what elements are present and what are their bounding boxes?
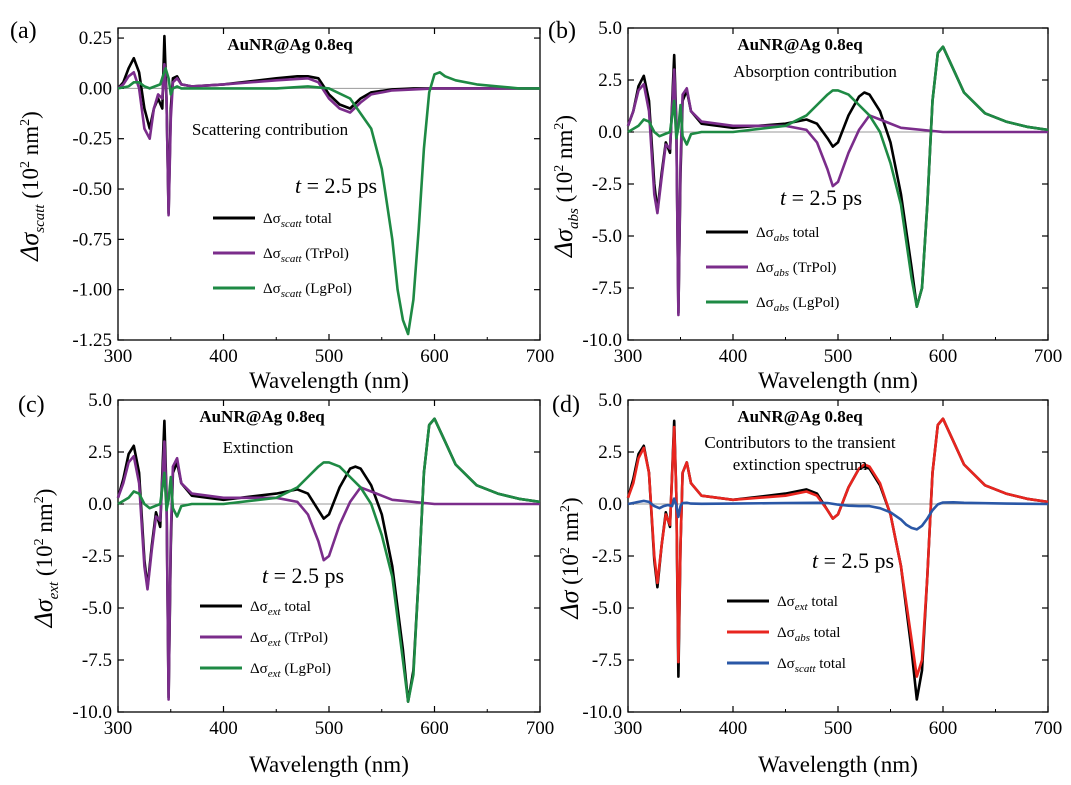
time-label: t = 2.5 ps [780, 185, 862, 210]
series-line-2 [626, 68, 1048, 317]
legend-entry: Δσscatt (LgPol) [263, 281, 352, 300]
y-tick-label: -5.0 [592, 226, 622, 247]
chart-title: AuNR@Ag 0.8eq [737, 35, 863, 54]
y-tick-label: -2.5 [592, 546, 622, 567]
y-axis-label: Δσext (102 nm2) [29, 489, 62, 629]
y-tick-label: 5.0 [598, 18, 622, 39]
x-tick-label: 500 [315, 346, 344, 367]
annotation-text: extinction spectrum [733, 455, 868, 474]
y-axis-label: Δσ (102 nm2) [555, 497, 584, 619]
annotation-text: Scattering contribution [192, 120, 349, 139]
y-tick-label: -5.0 [592, 598, 622, 619]
y-tick-label: -5.0 [82, 598, 112, 619]
y-tick-label: 0.0 [598, 122, 622, 143]
y-tick-label: -0.50 [72, 179, 112, 200]
y-tick-label: 0.25 [79, 28, 112, 49]
chart-title: AuNR@Ag 0.8eq [227, 35, 353, 54]
panel-c: 300 400 500 600 700 5.0 2.5 0.0 -2.5 -5.0 -7.5 -10.… [18, 390, 554, 777]
y-tick-label: 0.00 [79, 78, 112, 99]
x-axis-label: Wavelength (nm) [249, 368, 409, 393]
series-line-3 [627, 45, 1049, 309]
legend-entry: Δσscatt (TrPol) [263, 246, 349, 265]
legend-entry: Δσext (TrPol) [250, 630, 328, 649]
panel-b: 300 400 500 600 700 5.0 2.5 0.0 -2.5 -5.0 -7.5 -10.… [548, 18, 1062, 393]
panel-label: (d) [552, 392, 580, 418]
chart-title: AuNR@Ag 0.8eq [199, 407, 325, 426]
y-tick-label: -1.25 [72, 330, 112, 351]
x-tick-label: 700 [1034, 346, 1063, 367]
y-tick-label: 5.0 [598, 390, 622, 411]
x-tick-label: 700 [526, 718, 555, 739]
y-tick-label: 2.5 [598, 442, 622, 463]
y-tick-label: 0.0 [598, 494, 622, 515]
x-tick-label: 700 [1034, 718, 1063, 739]
y-tick-label: -10.0 [582, 330, 622, 351]
y-axis-label: Δσscatt (102 nm2) [15, 111, 48, 262]
y-tick-label: 0.0 [88, 494, 112, 515]
legend-entry: Δσabs total [756, 225, 819, 244]
x-tick-label: 500 [824, 346, 853, 367]
x-tick-label: 600 [420, 346, 449, 367]
x-axis-label: Wavelength (nm) [758, 752, 918, 777]
x-tick-label: 300 [104, 346, 133, 367]
x-tick-label: 500 [315, 718, 344, 739]
series-line-3 [117, 417, 541, 703]
y-tick-label: 5.0 [88, 390, 112, 411]
series-line-3 [117, 67, 540, 336]
x-tick-label: 500 [824, 718, 853, 739]
y-tick-label: -10.0 [72, 702, 112, 723]
x-tick-label: 300 [614, 346, 643, 367]
annotation-text: Contributors to the transient [704, 433, 896, 452]
x-tick-label: 400 [209, 718, 238, 739]
x-tick-label: 700 [526, 346, 555, 367]
x-tick-label: 600 [420, 718, 449, 739]
y-tick-label: -7.5 [592, 650, 622, 671]
series-line-2 [116, 440, 540, 701]
series-line-2 [626, 417, 1049, 678]
y-tick-label: 2.5 [88, 442, 112, 463]
series-line-3 [627, 497, 1049, 531]
legend-entry: Δσext (LgPol) [250, 661, 331, 680]
x-tick-label: 600 [929, 718, 958, 739]
panel-label: (a) [10, 18, 37, 44]
y-tick-label: -10.0 [582, 702, 622, 723]
x-tick-label: 400 [209, 346, 238, 367]
annotation-text: Absorption contribution [733, 62, 897, 81]
legend-entry: Δσext total [250, 599, 311, 618]
y-axis-label: Δσabs (102 nm2) [549, 115, 582, 258]
x-tick-label: 300 [614, 718, 643, 739]
time-label: t = 2.5 ps [812, 548, 894, 573]
x-tick-label: 300 [104, 718, 133, 739]
legend-entry: Δσscatt total [777, 656, 846, 675]
panel-a: 300 400 500 600 700 0.25 0.00 -0.25 -0.50 -0.75 -1… [10, 18, 554, 393]
time-label: t = 2.5 ps [262, 563, 344, 588]
x-tick-label: 400 [719, 718, 748, 739]
legend-entry: Δσabs total [777, 625, 840, 644]
y-tick-label: -7.5 [592, 278, 622, 299]
y-tick-label: -2.5 [82, 546, 112, 567]
annotation-text: Extinction [223, 438, 294, 457]
panel-d: 300 400 500 600 700 5.0 2.5 0.0 -2.5 -5.0 -7.5 -10.… [552, 390, 1062, 777]
x-axis-label: Wavelength (nm) [758, 368, 918, 393]
x-axis-label: Wavelength (nm) [249, 752, 409, 777]
time-label: t = 2.5 ps [295, 173, 377, 198]
y-tick-label: -2.5 [592, 174, 622, 195]
legend-entry: Δσabs (LgPol) [756, 295, 839, 314]
y-tick-label: -0.75 [72, 229, 112, 250]
y-tick-label: -0.25 [72, 129, 112, 150]
x-tick-label: 400 [719, 346, 748, 367]
legend-entry: Δσabs (TrPol) [756, 260, 836, 279]
panel-label: (b) [548, 18, 576, 44]
legend-entry: Δσscatt total [263, 211, 332, 230]
legend-entry: Δσext total [777, 594, 838, 613]
chart-title: AuNR@Ag 0.8eq [737, 407, 863, 426]
panel-label: (c) [18, 392, 45, 418]
y-tick-label: -1.00 [72, 280, 112, 301]
series-line-2 [117, 62, 540, 217]
y-tick-label: -7.5 [82, 650, 112, 671]
y-tick-label: 2.5 [598, 70, 622, 91]
x-tick-label: 600 [929, 346, 958, 367]
